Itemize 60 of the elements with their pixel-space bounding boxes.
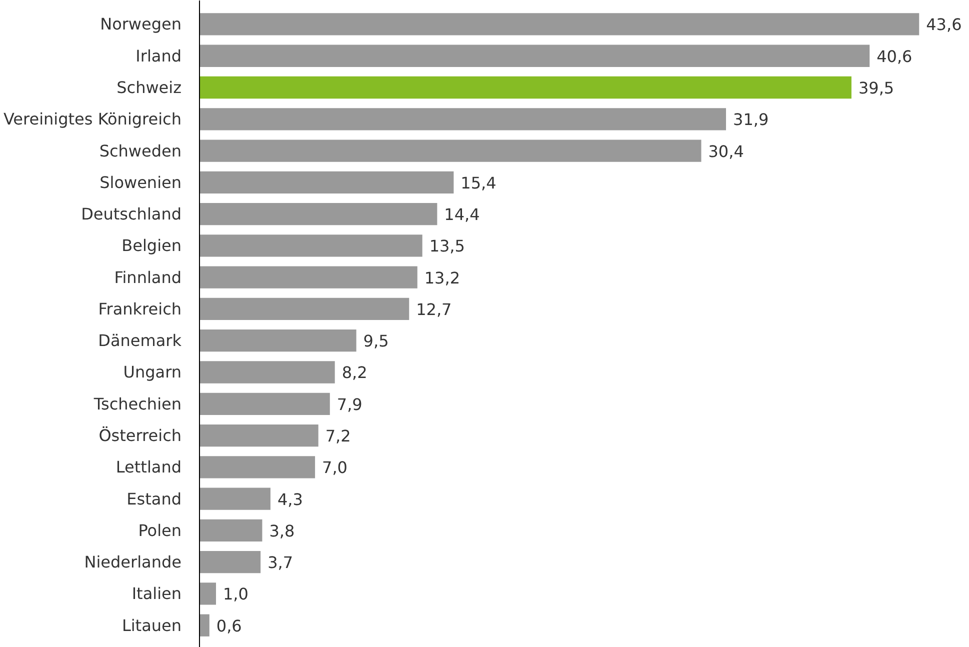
y-tick-label: Vereinigtes Königreich bbox=[3, 110, 182, 129]
data-label: 0,6 bbox=[216, 616, 242, 636]
y-tick-label: Österreich bbox=[98, 426, 182, 446]
y-tick-label: Estand bbox=[126, 489, 182, 508]
data-label: 7,2 bbox=[325, 426, 351, 446]
bar bbox=[200, 140, 702, 162]
data-label: 39,5 bbox=[858, 78, 894, 98]
y-tick-label: Frankreich bbox=[98, 299, 182, 318]
y-tick-label: Irland bbox=[136, 46, 182, 66]
data-label: 13,5 bbox=[429, 236, 465, 256]
bar bbox=[200, 519, 262, 542]
y-tick-label: Schweden bbox=[99, 141, 182, 160]
data-label: 8,2 bbox=[342, 363, 368, 382]
bar bbox=[200, 234, 422, 257]
bar bbox=[200, 551, 261, 574]
bar bbox=[200, 44, 870, 67]
bar bbox=[200, 108, 726, 130]
bar bbox=[200, 488, 270, 510]
data-label: 7,0 bbox=[322, 458, 348, 478]
y-tick-label: Lettland bbox=[116, 458, 182, 477]
bar bbox=[200, 298, 410, 320]
data-label: 7,9 bbox=[336, 394, 362, 414]
bar bbox=[200, 456, 316, 478]
data-label: 40,6 bbox=[876, 46, 912, 66]
y-tick-label: Finnland bbox=[114, 268, 182, 287]
bar bbox=[200, 171, 454, 194]
bar bbox=[200, 202, 438, 226]
data-label: 3,7 bbox=[268, 553, 294, 572]
bar bbox=[200, 392, 330, 415]
y-tick-label: Litauen bbox=[122, 616, 182, 635]
bar bbox=[200, 582, 216, 605]
y-tick-label: Polen bbox=[138, 520, 182, 540]
bar bbox=[200, 13, 920, 36]
y-tick-label: Belgien bbox=[122, 236, 182, 256]
bar bbox=[200, 361, 335, 384]
bar bbox=[200, 614, 210, 636]
y-tick-label: Norwegen bbox=[100, 14, 182, 34]
y-tick-label: Dänemark bbox=[98, 331, 182, 350]
data-label: 14,4 bbox=[444, 205, 480, 224]
data-label: 1,0 bbox=[223, 584, 248, 604]
y-tick-label: Niederlande bbox=[84, 552, 182, 572]
bar bbox=[200, 266, 418, 288]
data-label: 3,8 bbox=[269, 521, 295, 540]
y-tick-label: Slowenien bbox=[100, 172, 182, 192]
y-tick-label: Schweiz bbox=[116, 78, 182, 98]
bar bbox=[200, 330, 356, 352]
data-label: 4,3 bbox=[277, 490, 303, 509]
bar bbox=[200, 424, 318, 447]
data-label: 43,6 bbox=[926, 15, 962, 34]
data-label: 31,9 bbox=[733, 110, 769, 130]
y-tick-label: Deutschland bbox=[81, 204, 182, 224]
y-tick-label: Tschechien bbox=[92, 394, 182, 414]
data-label: 15,4 bbox=[460, 173, 496, 192]
y-tick-label: Italien bbox=[132, 584, 182, 604]
data-label: 13,2 bbox=[424, 268, 460, 288]
data-label: 9,5 bbox=[363, 332, 389, 351]
data-label: 30,4 bbox=[708, 142, 744, 161]
data-label: 12,7 bbox=[416, 300, 452, 319]
y-tick-label: Ungarn bbox=[123, 362, 182, 382]
bar bbox=[200, 76, 852, 99]
